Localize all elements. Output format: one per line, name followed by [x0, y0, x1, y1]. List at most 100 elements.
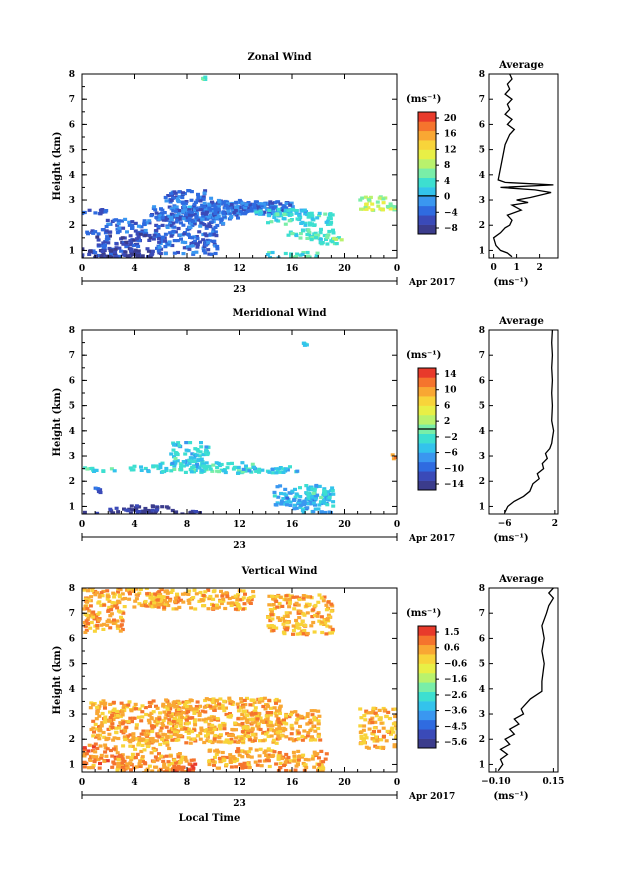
- heatmap-cell: [172, 443, 177, 447]
- heatmap-cell: [294, 255, 298, 258]
- heatmap-cell: [98, 212, 103, 216]
- heatmap-cell: [145, 247, 150, 251]
- heatmap-cell: [317, 484, 322, 488]
- heatmap-cell: [198, 731, 203, 736]
- heatmap-cell: [307, 230, 312, 235]
- heatmap-cell: [113, 255, 118, 258]
- heatmap-cell: [177, 701, 182, 705]
- heatmap-cell: [189, 241, 194, 245]
- heatmap-cell: [85, 467, 90, 471]
- heatmap-cell: [172, 467, 177, 471]
- heatmap-cell: [224, 706, 228, 710]
- heatmap-cell: [319, 615, 324, 619]
- colorbar-frame: [417, 111, 437, 235]
- heatmap-cell: [194, 214, 199, 218]
- heatmap-cell: [224, 755, 229, 760]
- heatmap-cell: [290, 710, 294, 714]
- heatmap-cell: [270, 250, 275, 255]
- profile-x-tick-label: 0: [490, 263, 496, 273]
- heatmap-cell: [257, 759, 262, 763]
- profile-line: [492, 73, 554, 258]
- heatmap-cell: [213, 205, 218, 209]
- y-tick-label: 3: [69, 710, 75, 720]
- heatmap-cell: [166, 514, 170, 517]
- profile-y-tick-label: 8: [479, 326, 485, 336]
- heatmap-cell: [110, 765, 115, 769]
- heatmap-cell: [250, 728, 255, 732]
- heatmap-cell: [207, 762, 212, 767]
- colorbar-tick-label: −3.6: [444, 707, 467, 717]
- heatmap-cell: [241, 207, 246, 211]
- heatmap-cell: [274, 218, 279, 222]
- heatmap-cell: [140, 755, 145, 759]
- heatmap-cell: [145, 604, 150, 608]
- heatmap-cell: [121, 731, 126, 735]
- heatmap-cell: [124, 242, 129, 246]
- heatmap-cell: [204, 697, 209, 701]
- heatmap-cell: [135, 231, 140, 235]
- heatmap-cell: [306, 595, 311, 599]
- heatmap-cell: [244, 726, 249, 730]
- heatmap-cell: [95, 626, 100, 630]
- heatmap-cell: [211, 603, 216, 607]
- heatmap-cell: [90, 588, 95, 590]
- heatmap-cell: [253, 709, 258, 713]
- heatmap-cell: [161, 718, 166, 723]
- heatmap-cell: [144, 768, 149, 772]
- heatmap-cell: [197, 599, 202, 603]
- heatmap-cell: [125, 734, 130, 738]
- heatmap-cell: [245, 719, 250, 723]
- heatmap-cell: [82, 607, 86, 611]
- heatmap-cell: [184, 741, 189, 745]
- heatmap-cell: [301, 612, 306, 616]
- heatmap-cell: [304, 498, 309, 502]
- heatmap-cell: [236, 216, 240, 220]
- heatmap-cell: [226, 204, 231, 208]
- heatmap-cell: [388, 207, 393, 211]
- heatmap-cell: [197, 718, 202, 722]
- heatmap-cell: [309, 493, 314, 497]
- heatmap-cell: [269, 613, 274, 617]
- heatmap-cell: [316, 233, 321, 237]
- heatmap-cell: [203, 698, 208, 703]
- heatmap-cell: [219, 601, 224, 606]
- heatmap-cell: [110, 722, 115, 726]
- heatmap-cell: [103, 210, 108, 214]
- colorbar-swatch: [418, 471, 436, 481]
- heatmap-cell: [328, 212, 333, 216]
- heatmap-cell: [87, 588, 92, 590]
- heatmap-cell: [216, 208, 221, 212]
- heatmap-cell: [170, 461, 175, 465]
- heatmap-cell: [154, 211, 159, 215]
- heatmap-cell: [288, 713, 293, 717]
- heatmap-cell: [270, 749, 275, 753]
- heatmap-cell: [326, 490, 331, 494]
- heatmap-cell: [91, 719, 96, 723]
- heatmap-cell: [155, 508, 160, 512]
- heatmap-cell: [243, 206, 248, 210]
- heatmap-cell: [140, 254, 145, 258]
- heatmap-cell: [115, 751, 120, 755]
- heatmap-cell: [227, 596, 232, 601]
- heatmap-cell: [174, 213, 179, 218]
- heatmap-cell: [209, 718, 214, 722]
- heatmap-cell: [316, 709, 321, 713]
- heatmap-cell: [228, 203, 233, 207]
- heatmap-cell: [316, 719, 321, 723]
- heatmap-cell: [287, 605, 292, 609]
- heatmap-cell: [300, 734, 305, 738]
- heatmap-cell: [263, 749, 268, 753]
- colorbar-tick-label: −4: [444, 208, 458, 218]
- heatmap-cell: [288, 500, 293, 504]
- heatmap-cell: [201, 238, 206, 242]
- heatmap-cell: [339, 238, 344, 242]
- heatmap-cell: [183, 716, 188, 720]
- heatmap-cell: [199, 441, 203, 445]
- heatmap-cell: [206, 588, 211, 592]
- heatmap-cell: [137, 505, 142, 509]
- heatmap-cell: [286, 755, 291, 760]
- heatmap-cell: [172, 455, 176, 459]
- heatmap-cell: [181, 600, 186, 604]
- heatmap-cell: [288, 203, 293, 207]
- heatmap-cell: [330, 213, 335, 217]
